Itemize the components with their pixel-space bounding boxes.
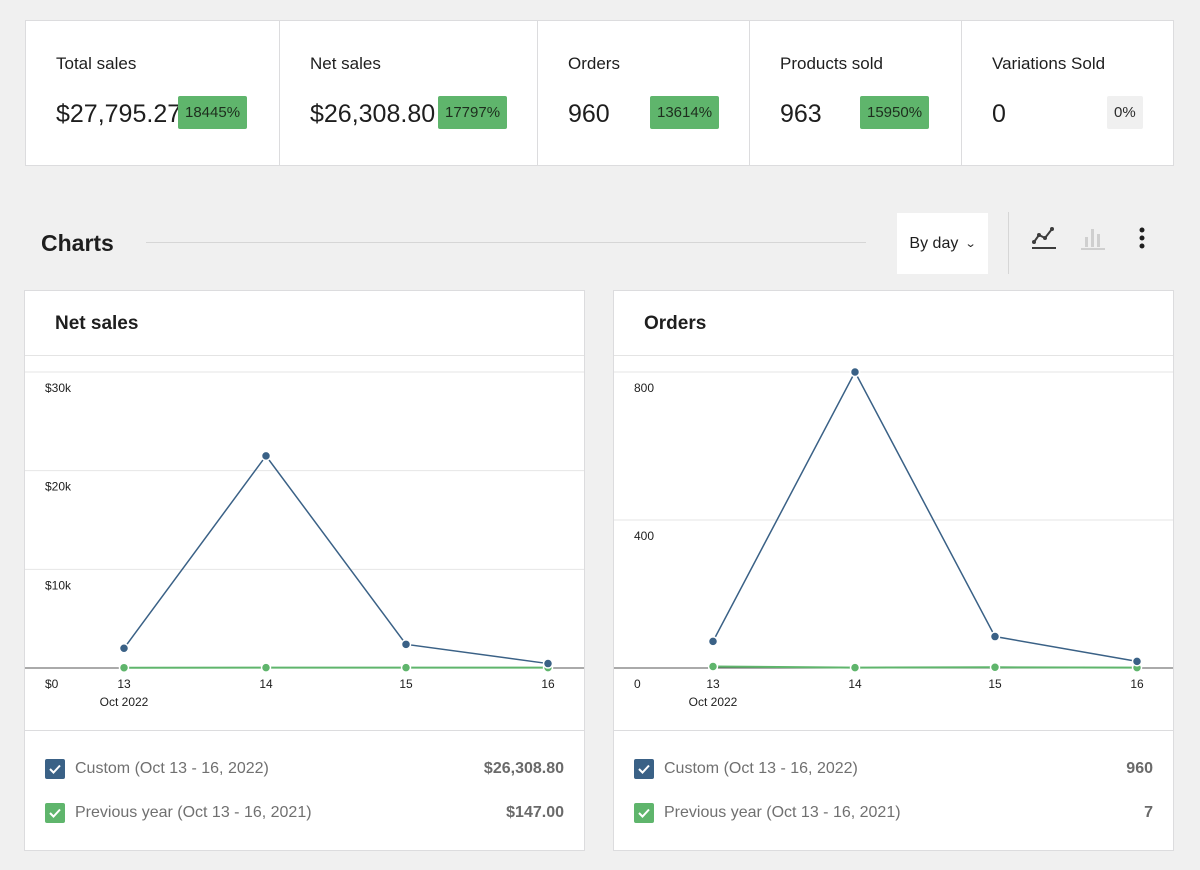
legend-label: Custom (Oct 13 - 16, 2022) (75, 760, 269, 777)
legend-item-previous[interactable]: Previous year (Oct 13 - 16, 2021) $147.0… (45, 799, 564, 827)
legend-checkbox[interactable] (634, 759, 654, 779)
checkmark-icon (638, 764, 650, 774)
series-line-previous (712, 665, 1138, 669)
data-point-previous (260, 662, 272, 673)
x-tick-label: 15 (399, 677, 413, 691)
stat-label: Orders (568, 54, 620, 73)
stat-products-sold[interactable]: Products sold 963 15950% (750, 21, 962, 165)
x-tick-label: 14 (848, 677, 862, 691)
legend-checkbox[interactable] (45, 759, 65, 779)
delta-badge: 17797% (438, 96, 508, 129)
chart-plot-net-sales: $0 $10k $20k $30k 13 14 15 16 Oct 2022 (25, 356, 584, 730)
chevron-down-icon: ⌄ (964, 238, 977, 250)
data-point-current (400, 639, 412, 650)
data-point-previous (707, 661, 719, 672)
delta-badge: 13614% (650, 96, 720, 129)
stat-value: 960 (568, 100, 610, 128)
legend-total: 960 (1126, 760, 1153, 777)
data-point-current (1131, 656, 1143, 667)
chart-card-net-sales: Net sales $0 $10k $20k $30k 13 14 15 16 Oct 2022… (24, 290, 585, 851)
series-line-current (712, 370, 1138, 663)
stat-label: Net sales (310, 54, 381, 73)
more-options-button[interactable] (1122, 218, 1162, 258)
stat-label: Total sales (56, 54, 137, 73)
stat-label: Variations Sold (992, 54, 1106, 73)
stat-label: Products sold (780, 54, 883, 73)
legend-item-previous[interactable]: Previous year (Oct 13 - 16, 2021) 7 (634, 799, 1153, 827)
data-point-previous (849, 662, 861, 673)
y-tick-label: $0 (45, 677, 59, 691)
checkmark-icon (638, 808, 650, 818)
stat-orders[interactable]: Orders 960 13614% (538, 21, 750, 165)
y-tick-label: 0 (634, 677, 641, 691)
data-point-current (989, 631, 1001, 642)
delta-badge: 0% (1107, 96, 1143, 129)
y-tick-label: $10k (45, 578, 72, 592)
legend-total: $147.00 (506, 804, 564, 821)
line-chart-icon (1032, 227, 1056, 249)
bar-chart-button[interactable] (1073, 218, 1113, 258)
delta-badge: 15950% (860, 96, 930, 129)
stat-value: 0 (992, 100, 1006, 128)
legend-item-current[interactable]: Custom (Oct 13 - 16, 2022) $26,308.80 (45, 755, 564, 783)
x-axis-sublabel: Oct 2022 (100, 695, 149, 709)
interval-label: By day (909, 234, 959, 252)
x-axis-sublabel: Oct 2022 (689, 695, 738, 709)
x-tick-label: 13 (117, 677, 131, 691)
checkmark-icon (49, 764, 61, 774)
data-point-current (542, 658, 554, 669)
card-divider (25, 355, 584, 356)
more-vertical-icon (1139, 227, 1145, 249)
delta-badge: 18445% (178, 96, 248, 129)
legend-label: Previous year (Oct 13 - 16, 2021) (664, 804, 901, 821)
y-tick-label: $20k (45, 480, 72, 494)
data-point-current (849, 366, 861, 378)
stat-value: 963 (780, 100, 822, 128)
stat-variations-sold[interactable]: Variations Sold 0 0% (962, 21, 1173, 165)
stat-value: $27,795.27 (56, 100, 182, 128)
x-tick-label: 16 (541, 677, 555, 691)
summary-strip: Total sales $27,795.27 18445% Net sales … (25, 20, 1174, 166)
stat-total-sales[interactable]: Total sales $27,795.27 18445% (26, 21, 280, 165)
data-point-previous (118, 662, 130, 673)
x-tick-label: 15 (988, 677, 1002, 691)
toolbar-divider (1008, 212, 1009, 274)
legend-total: 7 (1144, 804, 1153, 821)
line-chart-button[interactable] (1024, 218, 1064, 258)
x-tick-label: 13 (706, 677, 720, 691)
legend-total: $26,308.80 (483, 760, 564, 777)
checkmark-icon (49, 808, 61, 818)
x-tick-label: 16 (1130, 677, 1144, 691)
y-tick-label: 400 (634, 529, 654, 543)
data-point-previous (400, 662, 412, 673)
interval-select[interactable]: By day ⌄ (897, 213, 988, 274)
y-tick-label: $30k (45, 381, 72, 395)
chart-title: Orders (644, 313, 707, 334)
stat-net-sales[interactable]: Net sales $26,308.80 17797% (280, 21, 538, 165)
series-line-current (123, 454, 549, 665)
stat-value: $26,308.80 (310, 100, 436, 128)
line-chart: $0 $10k $20k $30k 13 14 15 16 Oct 2022 (25, 371, 584, 709)
section-divider (146, 242, 866, 243)
legend-label: Previous year (Oct 13 - 16, 2021) (75, 804, 312, 821)
legend-divider (25, 730, 584, 731)
data-point-current (707, 636, 719, 647)
chart-plot-orders: 0 400 800 13 14 15 16 Oct 2022 (614, 356, 1173, 730)
y-tick-label: 800 (634, 381, 654, 395)
legend-checkbox[interactable] (45, 803, 65, 823)
legend-divider (614, 730, 1173, 731)
x-tick-label: 14 (259, 677, 273, 691)
data-point-current (118, 643, 130, 654)
legend-checkbox[interactable] (634, 803, 654, 823)
data-point-current (260, 450, 272, 462)
charts-section-title: Charts (41, 230, 114, 256)
legend-item-current[interactable]: Custom (Oct 13 - 16, 2022) 960 (634, 755, 1153, 783)
bar-chart-icon (1081, 229, 1105, 250)
chart-card-orders: Orders 0 400 800 13 14 15 16 Oct 2022 Custom (O… (613, 290, 1174, 851)
legend-label: Custom (Oct 13 - 16, 2022) (664, 760, 858, 777)
line-chart: 0 400 800 13 14 15 16 Oct 2022 (614, 366, 1173, 709)
chart-title: Net sales (55, 313, 139, 334)
card-divider (614, 355, 1173, 356)
data-point-previous (989, 662, 1001, 673)
